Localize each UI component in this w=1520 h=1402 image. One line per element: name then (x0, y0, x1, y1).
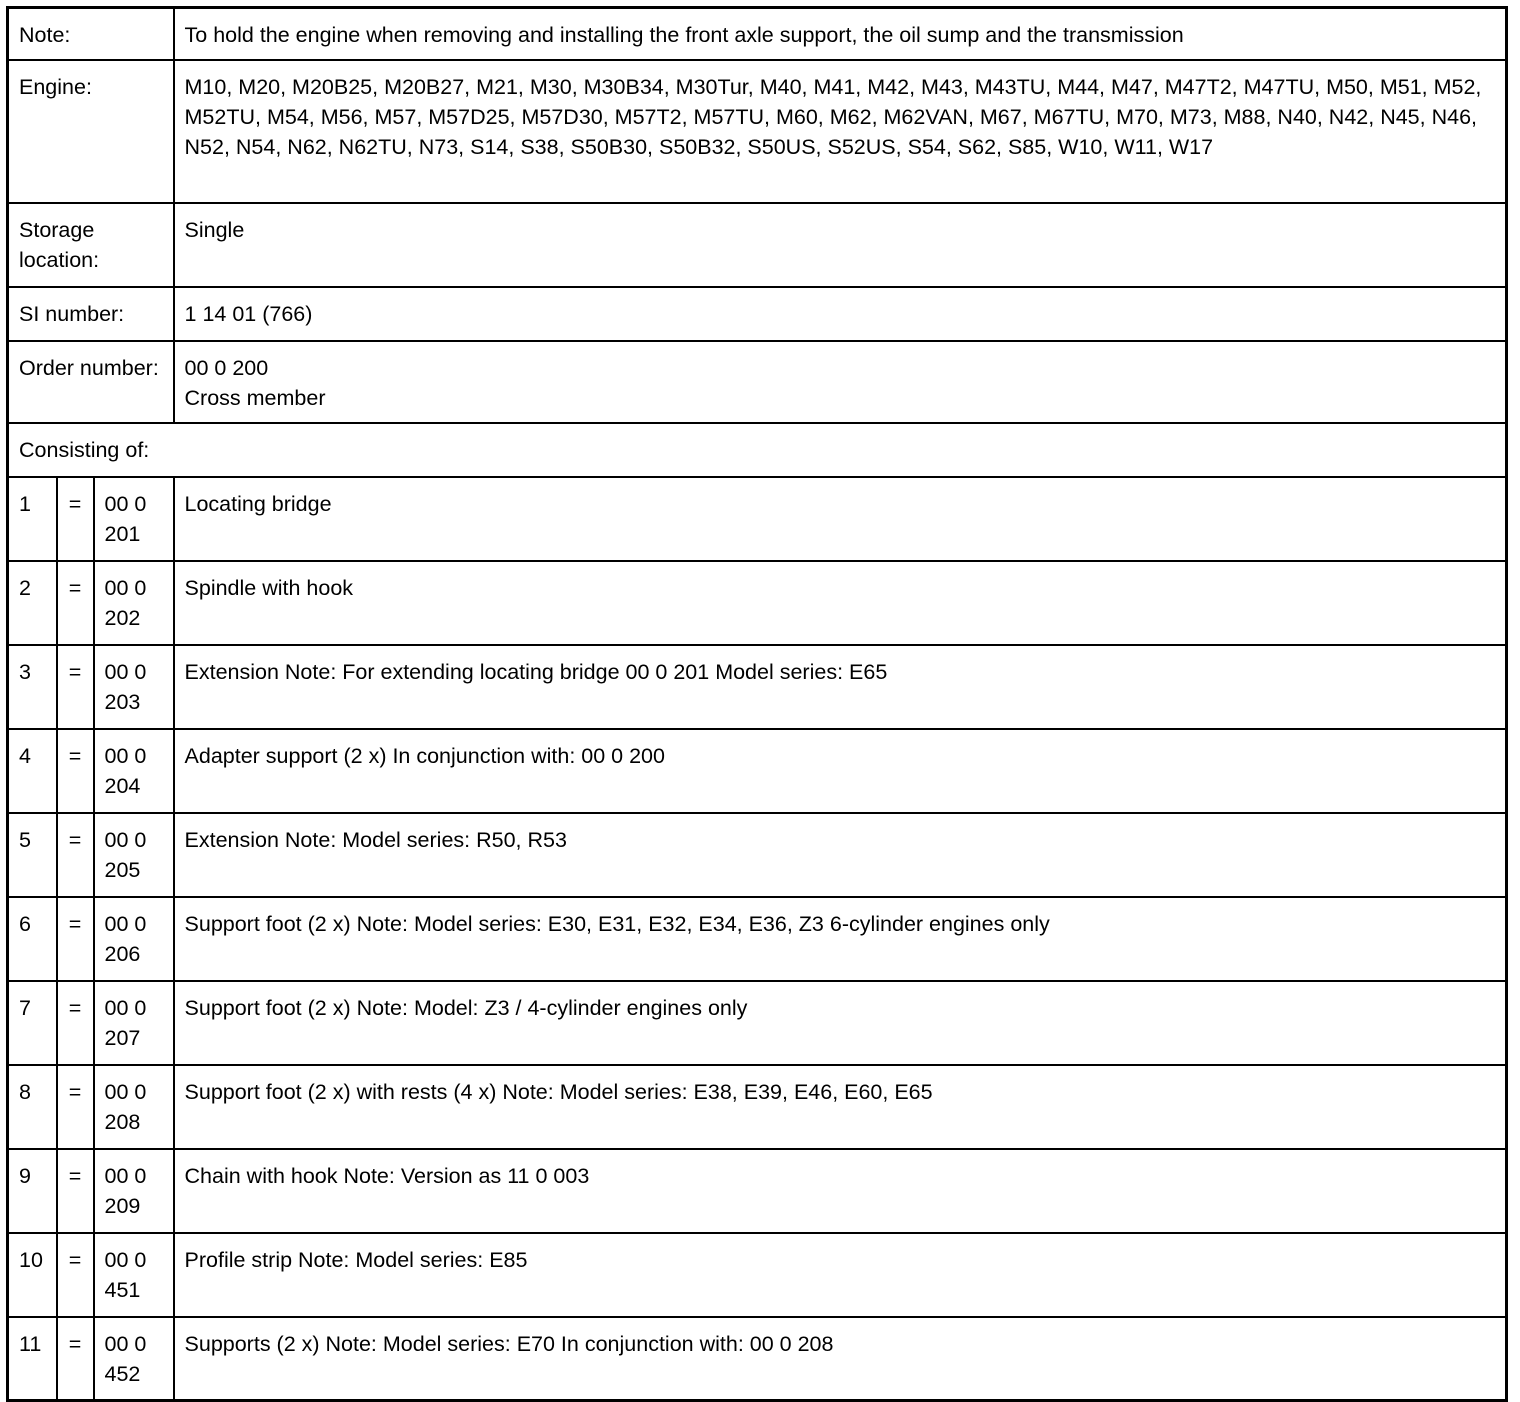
item-description: Extension Note: For extending locating b… (172, 643, 1508, 730)
item-index: 8 (6, 1063, 58, 1150)
item-index: 7 (6, 979, 58, 1066)
item-part-number: 00 0 204 (92, 727, 175, 814)
item-row: 6 = 00 0 206 Support foot (2 x) Note: Model… (6, 895, 1508, 982)
item-part-number: 00 0 209 (92, 1147, 175, 1234)
si-label: SI number: (6, 285, 175, 342)
item-equals: = (55, 1063, 95, 1150)
item-equals: = (55, 1147, 95, 1234)
item-equals: = (55, 895, 95, 982)
item-row: 11 = 00 0 452 Supports (2 x) Note: Model se… (6, 1315, 1508, 1402)
si-row: SI number: 1 14 01 (766) (6, 285, 1508, 342)
item-row: 1 = 00 0 201 Locating bridge (6, 475, 1508, 562)
item-equals: = (55, 811, 95, 898)
item-row: 2 = 00 0 202 Spindle with hook (6, 559, 1508, 646)
item-index: 4 (6, 727, 58, 814)
item-description: Chain with hook Note: Version as 11 0 00… (172, 1147, 1508, 1234)
item-description: Extension Note: Model series: R50, R53 (172, 811, 1508, 898)
si-value: 1 14 01 (766) (172, 285, 1508, 342)
item-equals: = (55, 727, 95, 814)
item-index: 9 (6, 1147, 58, 1234)
engine-row: Engine: M10, M20, M20B25, M20B27, M21, M3… (6, 58, 1508, 204)
item-part-number: 00 0 203 (92, 643, 175, 730)
item-equals: = (55, 1231, 95, 1318)
item-equals: = (55, 475, 95, 562)
engine-label: Engine: (6, 58, 175, 204)
item-part-number: 00 0 207 (92, 979, 175, 1066)
item-part-number: 00 0 452 (92, 1315, 175, 1402)
item-index: 3 (6, 643, 58, 730)
item-part-number: 00 0 201 (92, 475, 175, 562)
item-equals: = (55, 559, 95, 646)
item-row: 5 = 00 0 205 Extension Note: Model series: … (6, 811, 1508, 898)
item-row: 7 = 00 0 207 Support foot (2 x) Note: Model… (6, 979, 1508, 1066)
note-row: Note: To hold the engine when removing an… (6, 6, 1508, 61)
consisting-label: Consisting of: (6, 421, 1508, 478)
order-row: Order number: 00 0 200 Cross member (6, 339, 1508, 424)
item-row: 8 = 00 0 208 Support foot (2 x) with rests … (6, 1063, 1508, 1150)
note-label: Note: (6, 6, 175, 61)
item-description: Supports (2 x) Note: Model series: E70 I… (172, 1315, 1508, 1402)
item-description: Support foot (2 x) with rests (4 x) Note… (172, 1063, 1508, 1150)
order-label: Order number: (6, 339, 175, 424)
item-part-number: 00 0 202 (92, 559, 175, 646)
storage-value: Single (172, 201, 1508, 288)
item-description: Support foot (2 x) Note: Model series: E… (172, 895, 1508, 982)
item-equals: = (55, 1315, 95, 1402)
item-description: Support foot (2 x) Note: Model: Z3 / 4-c… (172, 979, 1508, 1066)
item-index: 5 (6, 811, 58, 898)
item-equals: = (55, 979, 95, 1066)
item-row: 3 = 00 0 203 Extension Note: For extending … (6, 643, 1508, 730)
item-part-number: 00 0 208 (92, 1063, 175, 1150)
item-description: Spindle with hook (172, 559, 1508, 646)
item-row: 9 = 00 0 209 Chain with hook Note: Version … (6, 1147, 1508, 1234)
item-part-number: 00 0 451 (92, 1231, 175, 1318)
item-row: 4 = 00 0 204 Adapter support (2 x) In conju… (6, 727, 1508, 814)
item-description: Adapter support (2 x) In conjunction wit… (172, 727, 1508, 814)
item-index: 1 (6, 475, 58, 562)
item-description: Profile strip Note: Model series: E85 (172, 1231, 1508, 1318)
note-value: To hold the engine when removing and ins… (172, 6, 1508, 61)
order-value: 00 0 200 Cross member (172, 339, 1508, 424)
item-index: 6 (6, 895, 58, 982)
storage-label: Storage location: (6, 201, 175, 288)
storage-row: Storage location: Single (6, 201, 1508, 288)
item-part-number: 00 0 206 (92, 895, 175, 982)
item-equals: = (55, 643, 95, 730)
item-index: 11 (6, 1315, 58, 1402)
consisting-row: Consisting of: (6, 421, 1508, 478)
engine-value: M10, M20, M20B25, M20B27, M21, M30, M30B… (172, 58, 1508, 204)
item-part-number: 00 0 205 (92, 811, 175, 898)
item-index: 2 (6, 559, 58, 646)
tool-spec-table: Note: To hold the engine when removing an… (6, 6, 1508, 1402)
item-row: 10 = 00 0 451 Profile strip Note: Model ser… (6, 1231, 1508, 1318)
item-index: 10 (6, 1231, 58, 1318)
item-description: Locating bridge (172, 475, 1508, 562)
